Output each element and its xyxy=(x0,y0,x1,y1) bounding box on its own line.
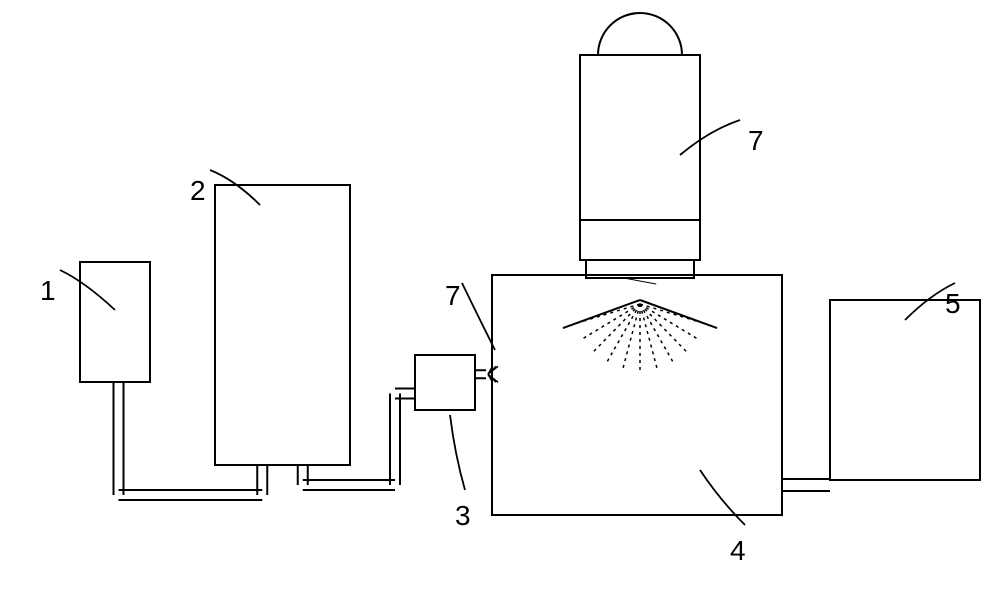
tower-dome xyxy=(598,13,682,55)
tower-body xyxy=(580,55,700,260)
leader-l4 xyxy=(700,470,745,525)
spray-ray xyxy=(640,304,687,352)
box1 xyxy=(80,262,150,382)
box5 xyxy=(830,300,980,480)
leader-l2 xyxy=(210,170,260,205)
spray-ray xyxy=(640,304,698,339)
box2 xyxy=(215,185,350,465)
box4 xyxy=(492,275,782,515)
label-l2: 2 xyxy=(190,175,206,206)
label-l3: 3 xyxy=(455,500,471,531)
label-l7b: 7 xyxy=(445,280,461,311)
leader-l3 xyxy=(450,415,465,490)
leader-l7b xyxy=(462,283,495,350)
label-l4: 4 xyxy=(730,535,746,566)
spray-ray xyxy=(640,304,657,368)
leader-l7a xyxy=(680,120,740,155)
leader-l1 xyxy=(60,270,115,310)
label-l5: 5 xyxy=(945,288,961,319)
spray-ray xyxy=(582,304,640,339)
spray-ray xyxy=(623,304,640,368)
label-l7a: 7 xyxy=(748,125,764,156)
box3 xyxy=(415,355,475,410)
spray-ray xyxy=(593,304,640,352)
process-diagram: 1 2 3 4 5 7 7 xyxy=(0,0,1000,598)
label-l1: 1 xyxy=(40,275,56,306)
